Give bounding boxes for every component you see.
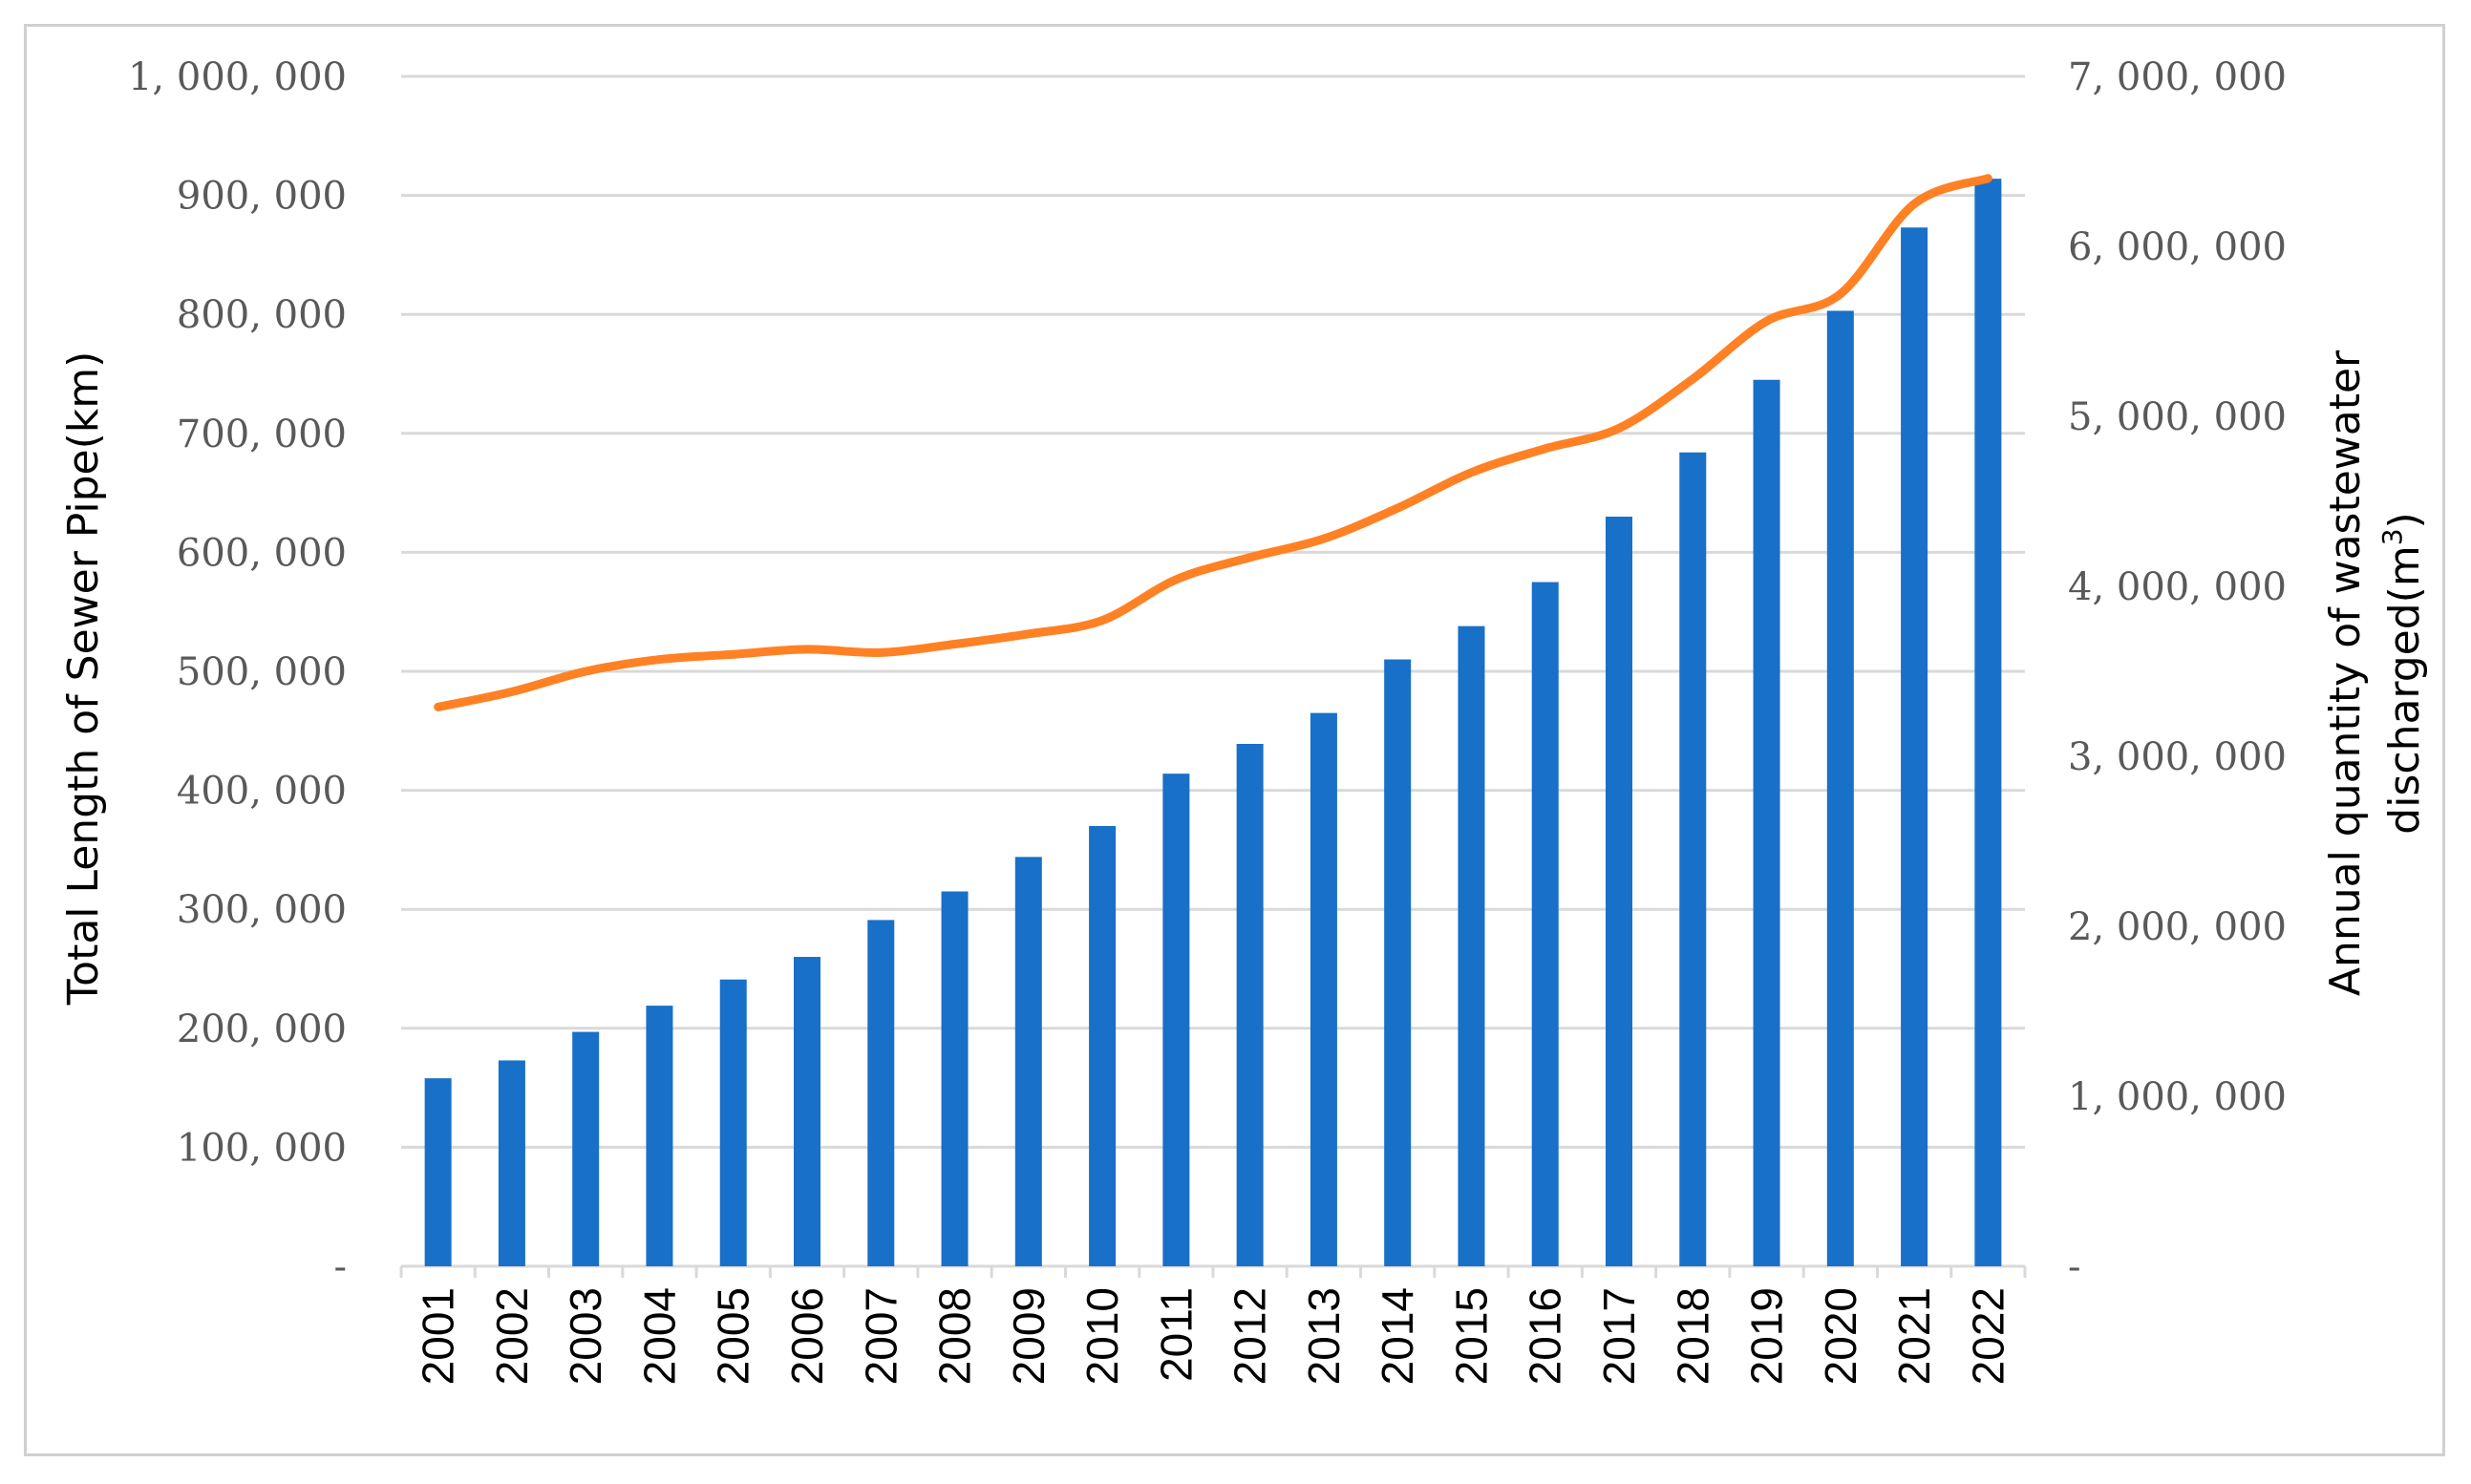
x-tick-label: 2015 <box>1446 1287 1496 1385</box>
x-axis-tick-labels: 2001 2002 2003 2004 2005 2006 2007 2008 2009 2010… <box>414 1287 2013 1385</box>
gridlines <box>399 74 2027 1278</box>
right-axis-tick-labels: - 1, 000, 000 2, 000, 000 3, 000, 000 4, 000… <box>2068 55 2287 1289</box>
x-tick-label: 2018 <box>1668 1287 1717 1385</box>
bar-2022 <box>1974 179 2002 1266</box>
left-tick-label: - <box>333 1245 347 1289</box>
bar-2010 <box>1089 825 1117 1266</box>
x-tick-label: 2001 <box>414 1287 463 1385</box>
x-tick-label: 2016 <box>1521 1287 1570 1385</box>
right-axis-title-line2-suffix: ) <box>2380 512 2429 528</box>
bar-2006 <box>794 957 820 1266</box>
bar-2020 <box>1826 310 1854 1266</box>
x-tick-label: 2014 <box>1373 1287 1422 1385</box>
wastewater-line <box>434 174 1992 711</box>
x-tick-label: 2004 <box>634 1287 684 1385</box>
left-axis-tick-labels: - 100, 000 200, 000 300, 000 400, 000 500, 00… <box>128 55 347 1289</box>
bar-2018 <box>1679 452 1707 1267</box>
x-tick-label: 2003 <box>561 1287 610 1385</box>
x-tick-label: 2010 <box>1077 1287 1127 1385</box>
bar-2007 <box>867 920 895 1266</box>
x-tick-label: 2021 <box>1889 1287 1939 1385</box>
bar-series <box>424 179 2002 1267</box>
x-tick-label: 2009 <box>1004 1287 1054 1385</box>
x-tick-label: 2013 <box>1299 1287 1349 1385</box>
bar-2015 <box>1458 625 1485 1266</box>
right-axis-title-line2-prefix: discharged(m <box>2380 545 2429 834</box>
bar-2013 <box>1310 712 1337 1266</box>
bar-2016 <box>1531 582 1559 1266</box>
left-tick-label: 1, 000, 000 <box>128 55 347 99</box>
right-tick-label: 7, 000, 000 <box>2068 55 2287 99</box>
bar-2019 <box>1753 379 1780 1267</box>
left-tick-label: 100, 000 <box>177 1126 347 1170</box>
left-tick-label: 300, 000 <box>177 888 347 932</box>
x-tick-label: 2022 <box>1963 1287 2013 1385</box>
left-tick-label: 700, 000 <box>177 413 347 456</box>
right-tick-label: - <box>2068 1245 2081 1289</box>
x-tick-label: 2017 <box>1594 1287 1644 1385</box>
bar-2012 <box>1236 744 1264 1266</box>
right-axis-title-line2: discharged(m3) <box>2376 512 2429 834</box>
right-tick-label: 6, 000, 000 <box>2068 225 2287 269</box>
x-tick-label: 2006 <box>782 1287 832 1385</box>
bar-2014 <box>1384 659 1412 1266</box>
x-tick-label: 2007 <box>856 1287 905 1385</box>
x-tick-label: 2012 <box>1225 1287 1275 1385</box>
right-axis-title-superscript: 3 <box>2376 528 2408 545</box>
bar-2002 <box>498 1060 525 1266</box>
x-tick-label: 2002 <box>487 1287 537 1385</box>
right-tick-label: 2, 000, 000 <box>2068 905 2287 949</box>
x-tick-label: 2008 <box>930 1287 980 1385</box>
right-tick-label: 3, 000, 000 <box>2068 735 2287 779</box>
right-axis-title: Annual quantity of wastewater discharged… <box>2321 350 2429 996</box>
left-tick-label: 900, 000 <box>177 175 347 219</box>
bar-2011 <box>1162 774 1190 1266</box>
bar-2005 <box>719 979 747 1266</box>
left-tick-label: 800, 000 <box>177 293 347 337</box>
bar-2004 <box>646 1006 673 1266</box>
right-tick-label: 1, 000, 000 <box>2068 1075 2287 1119</box>
right-tick-label: 5, 000, 000 <box>2068 395 2287 439</box>
x-tick-label: 2020 <box>1816 1287 1865 1385</box>
right-axis-title-line1: Annual quantity of wastewater <box>2321 350 2370 996</box>
bar-2009 <box>1014 857 1042 1266</box>
left-tick-label: 400, 000 <box>177 770 347 814</box>
left-tick-label: 600, 000 <box>177 531 347 575</box>
left-axis-title: Total Length of Sewer Pipe(km) <box>59 351 108 1007</box>
right-tick-label: 4, 000, 000 <box>2068 565 2287 609</box>
bar-2008 <box>941 891 969 1266</box>
bar-2003 <box>572 1031 600 1266</box>
x-tick-label: 2005 <box>709 1287 758 1385</box>
line-series-layer <box>434 174 1992 711</box>
x-tick-label: 2019 <box>1742 1287 1792 1385</box>
bar-2001 <box>424 1078 452 1266</box>
left-tick-label: 500, 000 <box>177 650 347 694</box>
bar-2021 <box>1901 227 1928 1267</box>
x-tick-label: 2011 <box>1151 1287 1201 1382</box>
bar-2017 <box>1606 517 1632 1266</box>
left-tick-label: 200, 000 <box>177 1007 347 1051</box>
